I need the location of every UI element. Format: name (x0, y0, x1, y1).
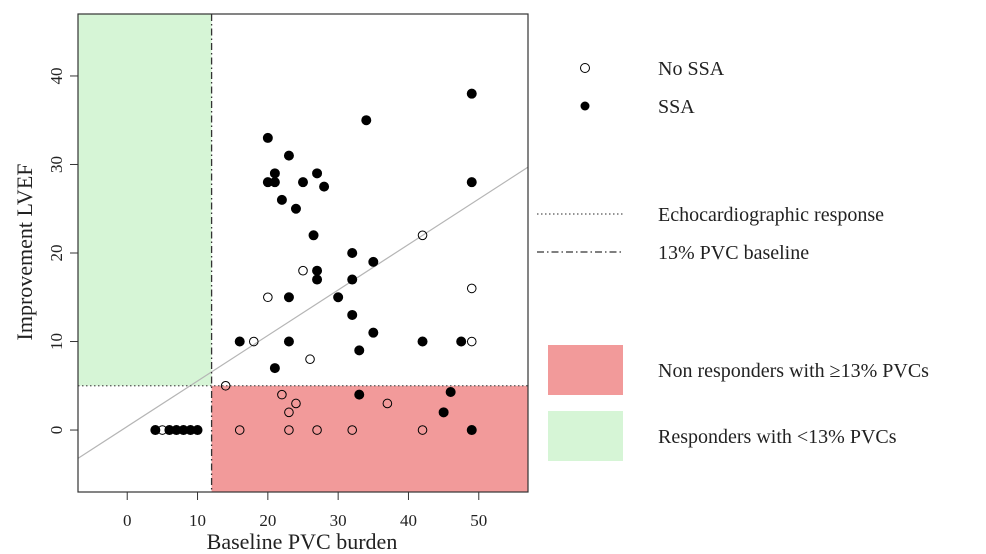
ssa-point (368, 256, 379, 267)
x-tick-label: 10 (189, 511, 206, 530)
no-ssa-point (417, 425, 428, 435)
ssa-point (347, 274, 358, 285)
ssa-point (312, 265, 323, 276)
no-ssa-point (284, 407, 294, 418)
x-tick-label: 30 (330, 511, 347, 530)
ssa-point (319, 181, 330, 192)
y-tick-label: 40 (47, 67, 66, 84)
ssa-point (150, 425, 161, 436)
legend-label: Non responders with ≥13% PVCs (658, 360, 929, 382)
ssa-point (417, 336, 428, 347)
no-ssa-point (466, 336, 477, 347)
ssa-point (347, 247, 358, 258)
legend: No SSA SSA Echocardiographic response 13% P… (537, 58, 929, 461)
ssa-point (283, 150, 294, 161)
ssa-point (466, 88, 477, 99)
legend-filled-circle-icon (580, 101, 590, 111)
ssa-point (192, 425, 203, 436)
no-ssa-point (248, 336, 259, 347)
ssa-point (283, 336, 294, 347)
ssa-point (361, 115, 372, 126)
ssa-point (297, 177, 308, 188)
y-tick-label: 20 (47, 245, 66, 262)
y-tick-label: 10 (47, 333, 66, 350)
no-ssa-point (305, 354, 315, 365)
responders-region (78, 14, 212, 386)
no-ssa-point (284, 425, 294, 435)
ssa-point (269, 168, 280, 179)
x-tick-label: 0 (123, 511, 132, 530)
no-ssa-point (312, 425, 322, 435)
legend-label: 13% PVC baseline (658, 242, 809, 264)
ssa-point (234, 336, 245, 347)
ssa-point (262, 132, 273, 143)
y-axis-label: Improvement LVEF (12, 164, 37, 341)
ssa-point (333, 292, 344, 303)
legend-open-circle-icon (580, 63, 590, 73)
no-ssa-point (277, 389, 287, 400)
ssa-point (466, 177, 477, 188)
x-axis-label: Baseline PVC burden (207, 529, 398, 554)
ssa-point (276, 194, 287, 205)
no-ssa-point (417, 230, 428, 241)
x-tick-label: 50 (470, 511, 487, 530)
ssa-point (347, 309, 358, 320)
ssa-point (269, 177, 280, 188)
ssa-point (283, 292, 294, 303)
legend-label: SSA (658, 96, 695, 118)
x-tick-label: 40 (400, 511, 417, 530)
ssa-point (466, 425, 477, 436)
trend-line (77, 166, 529, 459)
ssa-point (312, 274, 323, 285)
no-ssa-point (220, 380, 231, 391)
ssa-point (308, 230, 319, 241)
no-ssa-point (291, 398, 301, 409)
ssa-point (269, 363, 280, 374)
no-ssa-point (347, 425, 358, 435)
no-ssa-point (234, 425, 245, 435)
y-tick-label: 30 (47, 156, 66, 173)
ssa-point (354, 345, 365, 356)
ssa-point (456, 336, 467, 347)
legend-label: No SSA (658, 58, 725, 80)
ssa-point (312, 168, 323, 179)
legend-swatch (548, 411, 623, 461)
no-ssa-point (263, 292, 273, 303)
no-ssa-point (466, 283, 477, 294)
y-tick-label: 0 (47, 426, 66, 435)
legend-label: Responders with <13% PVCs (658, 426, 897, 448)
no-ssa-point (382, 398, 393, 409)
ssa-point (290, 203, 301, 214)
legend-label: Echocardiographic response (658, 204, 884, 226)
ssa-point (445, 386, 456, 397)
ssa-point (354, 389, 365, 400)
ssa-point (368, 327, 379, 338)
plot-area: 0 10 20 30 40 50 0 10 20 30 40 (47, 13, 529, 530)
x-tick-label: 20 (259, 511, 276, 530)
legend-swatch (548, 345, 623, 395)
no-ssa-point (298, 265, 308, 276)
non-responders-region (211, 385, 528, 492)
ssa-point (438, 407, 449, 418)
